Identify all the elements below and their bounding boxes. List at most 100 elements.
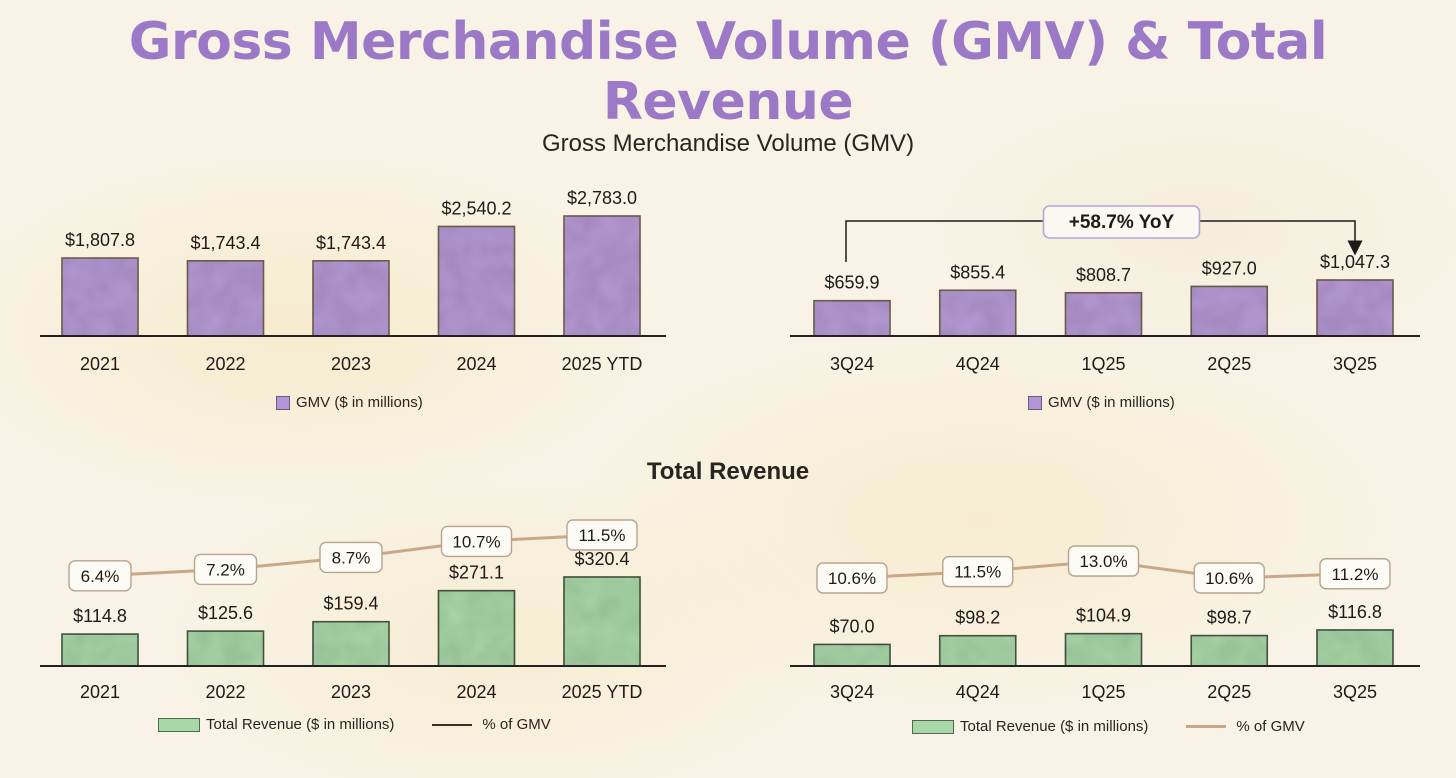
revenue_quarterly-pct-box (942, 555, 1014, 588)
gmv_quarterly-category-label: 1Q25 (1081, 354, 1125, 374)
gmv_annual-value-label: $1,743.4 (190, 233, 260, 253)
gmv_annual-bar (186, 260, 265, 337)
revenue_annual-bar (61, 633, 139, 667)
revenue_quarterly-category-label: 4Q24 (956, 682, 1000, 702)
revenue_quarterly-pct-box (1067, 545, 1140, 577)
revenue_annual-value-label: $159.4 (323, 594, 378, 614)
revenue-section-title: Total Revenue (646, 458, 810, 485)
revenue-legend-swatch (158, 717, 200, 732)
revenue_quarterly-category-label: 1Q25 (1081, 682, 1125, 702)
revenue_annual-value-label: $125.6 (198, 603, 253, 623)
pct-legend-swatch (432, 723, 473, 726)
revenue_quarterly-category-label: 3Q25 (1333, 682, 1377, 702)
revenue_quarterly-pct-label: 11.5% (954, 563, 1001, 582)
revenue_annual-pct-label: 7.2% (206, 560, 245, 579)
gmv-legend-label: GMV ($ in millions) (1048, 394, 1175, 411)
revenue_annual-category-label: 2024 (456, 682, 496, 702)
revenue_quarterly-bar (813, 643, 891, 667)
gmv_quarterly-bar (1190, 285, 1269, 337)
yoy-box (1042, 205, 1201, 239)
yoy-annotation-label: +58.7% YoY (1069, 212, 1175, 233)
revenue_quarterly-bar (938, 634, 1017, 667)
gmv_annual-bar (437, 225, 516, 337)
gmv_quarterly-bar (1316, 279, 1394, 337)
revenue_quarterly-pct-label: 13.0% (1079, 552, 1127, 571)
gmv_annual-value-label: $2,540.2 (441, 198, 511, 218)
revenue_annual-value-label: $271.1 (449, 563, 504, 583)
revenue_annual-category-label: 2021 (80, 682, 120, 702)
revenue_quarterly-pct-box (816, 562, 888, 594)
gmv_quarterly-category-label: 3Q24 (830, 354, 874, 374)
revenue_annual-pct-label: 6.4% (81, 567, 120, 586)
revenue-annual-legend: Total Revenue ($ in millions) % of GMV (158, 716, 551, 733)
revenue_quarterly-category-label: 3Q24 (830, 682, 874, 702)
revenue_quarterly-pct-label: 11.2% (1332, 565, 1379, 584)
revenue_annual-pct-box (440, 525, 513, 558)
revenue_annual-pct-label: 11.5% (579, 526, 626, 545)
pct-legend-swatch (1186, 725, 1227, 728)
revenue_quarterly-value-label: $98.7 (1207, 608, 1252, 628)
gmv_quarterly-bar (1064, 291, 1143, 337)
gmv-legend-swatch (276, 395, 290, 410)
revenue_annual-category-label: 2025 YTD (562, 682, 643, 702)
gmv_annual-category-label: 2024 (456, 354, 496, 374)
revenue-legend-label: Total Revenue ($ in millions) (960, 718, 1149, 735)
revenue_quarterly-pct-label: 10.6% (828, 569, 876, 588)
gmv_annual-bar (563, 215, 641, 337)
revenue-legend-swatch (912, 719, 954, 734)
gmv_quarterly-value-label: $927.0 (1202, 258, 1257, 278)
gmv_annual-category-label: 2023 (331, 354, 371, 374)
pct-legend-label: % of GMV (482, 716, 551, 733)
revenue_quarterly-pct-box (1193, 562, 1265, 594)
gmv_annual-value-label: $1,807.8 (65, 230, 135, 250)
gmv_quarterly-bar (813, 299, 891, 337)
gmv-legend-swatch (1028, 395, 1042, 410)
revenue-legend-label: Total Revenue ($ in millions) (206, 716, 395, 733)
gmv_annual-value-label: $2,783.0 (567, 188, 637, 208)
gmv_annual-category-label: 2025 YTD (562, 354, 643, 374)
revenue_quarterly-bar (1316, 629, 1394, 667)
page-title: Gross Merchandise Volume (GMV) & Total R… (128, 12, 1328, 132)
gmv_quarterly-value-label: $855.4 (950, 262, 1005, 282)
gmv_quarterly-value-label: $659.9 (824, 273, 879, 293)
gmv_quarterly-category-label: 2Q25 (1207, 354, 1251, 374)
revenue_annual-bar (563, 576, 641, 667)
gmv_quarterly-bar (938, 289, 1017, 337)
revenue_annual-pct-box (319, 541, 383, 574)
gmv_quarterly-value-label: $808.7 (1076, 265, 1131, 285)
gmv_annual-category-label: 2022 (205, 354, 245, 374)
revenue_annual-pct-box (193, 553, 258, 586)
revenue_annual-bar (437, 589, 516, 667)
revenue_quarterly-pct-label: 10.6% (1205, 569, 1253, 588)
revenue_quarterly-bar (1190, 634, 1269, 667)
gmv_quarterly-value-label: $1,047.3 (1320, 252, 1390, 272)
revenue_quarterly-value-label: $70.0 (829, 616, 874, 636)
gmv-annual-legend: GMV ($ in millions) (276, 394, 423, 411)
revenue_annual-bar (186, 630, 265, 667)
revenue_quarterly-value-label: $116.8 (1328, 602, 1382, 622)
gmv-quarterly-legend: GMV ($ in millions) (1028, 394, 1175, 411)
gmv_quarterly-category-label: 4Q24 (956, 354, 1000, 374)
revenue_annual-category-label: 2022 (205, 682, 245, 702)
pct-legend-label: % of GMV (1236, 718, 1305, 735)
revenue_annual-category-label: 2023 (331, 682, 371, 702)
gmv_annual-bar (312, 260, 390, 337)
revenue_annual-pct-label: 10.7% (452, 532, 500, 551)
revenue_annual-value-label: $320.4 (574, 549, 629, 569)
revenue_quarterly-pct-box (1319, 558, 1391, 590)
gmv_annual-bar (61, 257, 139, 337)
gmv-legend-label: GMV ($ in millions) (296, 394, 423, 411)
gmv_annual-value-label: $1,743.4 (316, 233, 386, 253)
revenue_annual-bar (312, 620, 390, 667)
revenue_quarterly-value-label: $104.9 (1076, 606, 1131, 626)
revenue_annual-value-label: $114.8 (73, 606, 127, 626)
revenue_annual-pct-box (68, 560, 132, 592)
revenue_annual-pct-box (566, 519, 638, 551)
gmv_quarterly-category-label: 3Q25 (1333, 354, 1377, 374)
revenue_quarterly-category-label: 2Q25 (1207, 682, 1251, 702)
revenue_quarterly-value-label: $98.2 (955, 608, 1000, 628)
gmv-section-title: Gross Merchandise Volume (GMV) (541, 130, 915, 157)
revenue_annual-pct-label: 8.7% (332, 548, 371, 567)
revenue-quarterly-legend: Total Revenue ($ in millions) % of GMV (912, 718, 1305, 735)
